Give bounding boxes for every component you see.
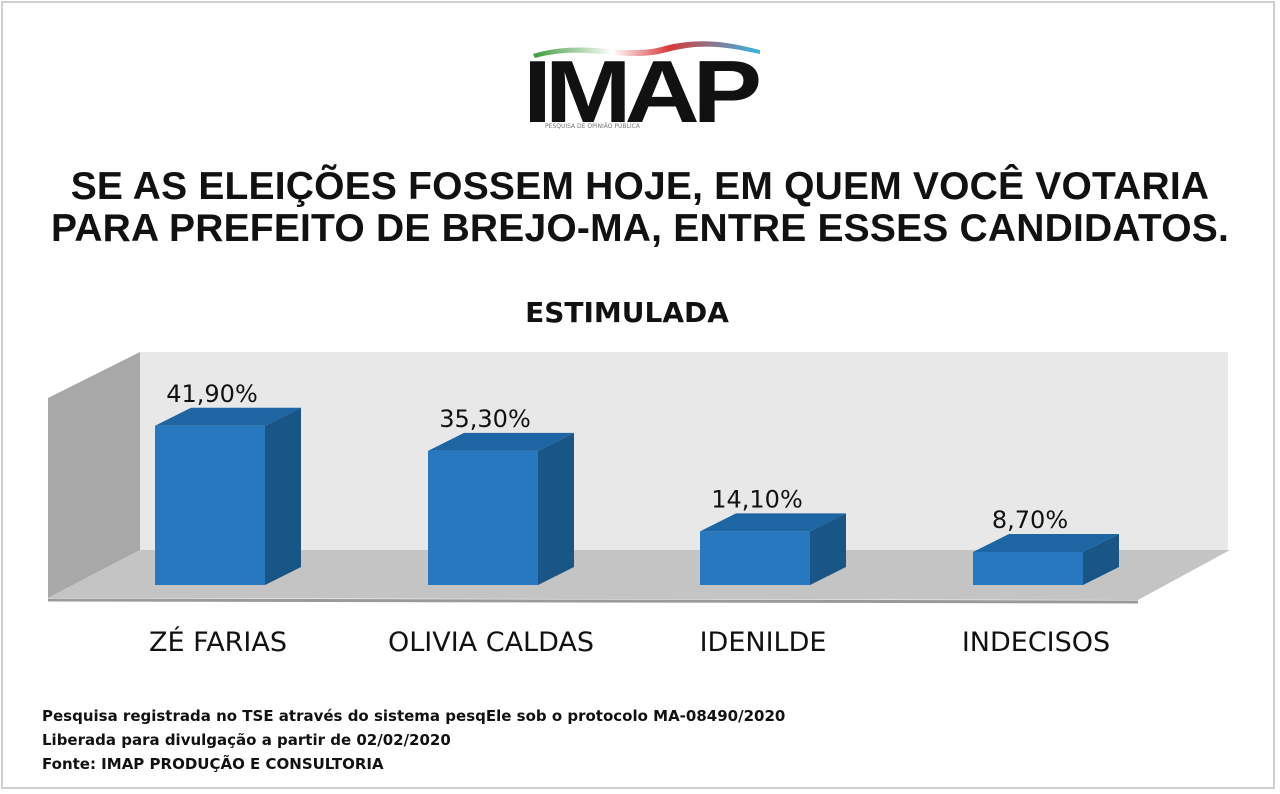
logo-wordmark: IMAP bbox=[523, 42, 759, 136]
bar bbox=[428, 450, 538, 585]
chart-side-wall bbox=[48, 352, 140, 598]
chart-floor-edge bbox=[47, 598, 1139, 604]
footer-notes: Pesquisa registrada no TSE através do si… bbox=[42, 704, 785, 776]
title-line-2: PARA PREFEITO DE BREJO-MA, ENTRE ESSES C… bbox=[51, 207, 1229, 250]
chart-floor bbox=[48, 550, 1230, 600]
bar-top bbox=[155, 407, 301, 426]
chart-back-wall bbox=[140, 352, 1228, 550]
bar-chart: 41,90% ZÉ FARIAS 35,30% OLIVIA CALDAS 14,10%… bbox=[47, 352, 1230, 658]
chart-title: ESTIMULADA bbox=[525, 296, 729, 329]
bar bbox=[973, 551, 1083, 585]
category-label: ZÉ FARIAS bbox=[149, 626, 287, 658]
footer-source: Fonte: IMAP PRODUÇÃO E CONSULTORIA bbox=[42, 755, 384, 773]
data-label: 8,70% bbox=[992, 506, 1068, 534]
category-label: INDECISOS bbox=[962, 627, 1110, 658]
page-title: SE AS ELEIÇÕES FOSSEM HOJE, EM QUEM VOCÊ… bbox=[0, 166, 1280, 250]
bar-side bbox=[538, 432, 574, 585]
bar bbox=[155, 425, 265, 585]
category-label: IDENILDE bbox=[700, 627, 827, 658]
bar bbox=[700, 531, 810, 585]
data-label: 41,90% bbox=[166, 380, 258, 408]
bar-top bbox=[700, 513, 846, 532]
bar-top bbox=[973, 533, 1119, 552]
imap-logo: IMAP PESQUISA DE OPINIÃO PÚBLICA bbox=[523, 41, 765, 136]
data-label: 14,10% bbox=[711, 485, 803, 513]
data-label: 35,30% bbox=[439, 405, 531, 433]
footer-release-date: Liberada para divulgação a partir de 02/… bbox=[42, 731, 451, 749]
logo-swoosh bbox=[533, 41, 760, 58]
logo-tagline: PESQUISA DE OPINIÃO PÚBLICA bbox=[545, 123, 641, 130]
bar-side bbox=[265, 407, 301, 585]
footer-registration: Pesquisa registrada no TSE através do si… bbox=[42, 707, 786, 725]
bar-side bbox=[1083, 533, 1119, 585]
category-label: OLIVIA CALDAS bbox=[388, 627, 594, 658]
bar-top bbox=[428, 432, 574, 451]
bar-side bbox=[810, 513, 846, 585]
title-line-1: SE AS ELEIÇÕES FOSSEM HOJE, EM QUEM VOCÊ… bbox=[70, 165, 1210, 208]
